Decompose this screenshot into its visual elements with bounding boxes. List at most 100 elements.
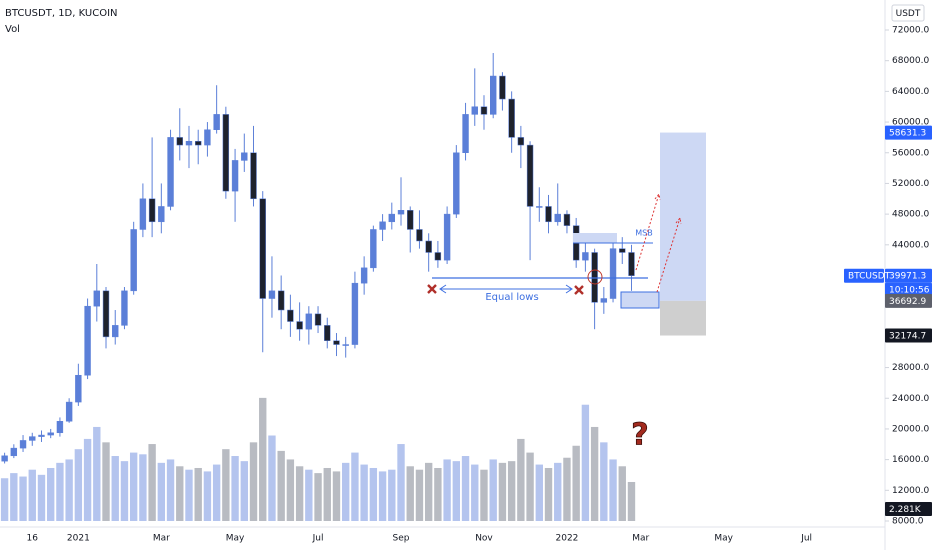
candle-body	[370, 229, 377, 269]
candle-body	[314, 313, 322, 326]
y-tick-label: 72000.0	[892, 26, 929, 36]
candle-body	[471, 106, 478, 115]
price-tag-label: 39971.3	[889, 272, 926, 282]
volume-bar	[498, 462, 507, 521]
volume-bar	[480, 469, 488, 521]
volume-bar	[268, 435, 276, 521]
arrow-heads	[439, 284, 573, 294]
candle-body	[102, 290, 110, 338]
volume-bar	[378, 471, 387, 521]
candle-body	[305, 313, 313, 330]
candle-body	[609, 248, 617, 299]
entry-box	[620, 291, 660, 309]
volume-bar	[305, 469, 313, 521]
loss-zone	[660, 300, 706, 336]
x-tick-label: Mar	[153, 534, 170, 544]
candle-body	[139, 198, 147, 230]
candle-body	[112, 325, 119, 338]
candle-body	[10, 447, 18, 457]
volume-bar	[618, 466, 626, 521]
question-mark: ?	[631, 418, 648, 453]
x-tick-label: Nov	[475, 534, 493, 544]
volume-bar	[157, 462, 166, 521]
candle-body	[167, 137, 174, 207]
candle-body	[204, 129, 211, 146]
volume-bar	[240, 461, 248, 521]
candle-body	[490, 75, 497, 115]
volume-bar	[563, 457, 571, 521]
volume-bar	[139, 454, 147, 521]
volume-bar	[517, 438, 525, 521]
price-tag-label: 36692.9	[889, 297, 926, 307]
volume-bar	[332, 471, 341, 521]
drawings: Equal lows MSB ?	[427, 192, 682, 453]
x-tick-label: 2021	[67, 534, 90, 544]
profit-zone	[660, 132, 706, 301]
candle-body	[499, 75, 506, 100]
y-tick-label: 64000.0	[892, 87, 929, 97]
candle-body	[148, 198, 156, 223]
volume-bar	[212, 464, 221, 521]
candle-body	[360, 267, 368, 284]
volume-bar	[388, 469, 396, 521]
volume-bar	[526, 452, 534, 521]
volume-bar	[65, 459, 73, 521]
x-tick-label: 2022	[556, 534, 579, 544]
candle-body	[176, 137, 183, 146]
candle-body	[619, 248, 626, 253]
candle-body	[268, 290, 276, 299]
candle-body	[75, 374, 82, 403]
x-tick-label: May	[714, 534, 733, 544]
volume-bar	[194, 467, 202, 521]
volume-bar	[471, 464, 479, 521]
candle-body	[443, 213, 451, 261]
price-tag	[885, 282, 932, 297]
price-tag	[885, 268, 932, 283]
candle-body	[65, 401, 73, 422]
volume-bar	[360, 464, 368, 521]
candle-body	[517, 137, 525, 146]
volume-bar	[249, 442, 258, 521]
candle-body	[130, 229, 137, 292]
candle-body	[277, 290, 285, 311]
candle-body	[453, 152, 460, 215]
title: BTCUSDT, 1D, KUCOIN	[5, 8, 118, 19]
candle-body	[563, 213, 571, 226]
currency: USDT	[896, 9, 921, 19]
y-tick-label: 60000.0	[892, 118, 929, 128]
candle-body	[536, 206, 543, 208]
candle-body	[388, 213, 395, 223]
candle-body	[185, 140, 193, 146]
volume-bar	[74, 449, 83, 521]
volume-bar	[415, 469, 424, 521]
candle-body	[121, 290, 128, 326]
circle-marker	[587, 269, 603, 285]
y-tick-label: 8000.0	[892, 517, 924, 527]
y-tick-label: 20000.0	[892, 424, 929, 434]
volume-bar	[185, 469, 193, 521]
candle-body	[213, 114, 220, 130]
candle-body	[554, 213, 561, 223]
volume-bar	[489, 459, 497, 521]
price-tag-label: 10:10:56	[889, 286, 930, 296]
volume-bar	[314, 473, 322, 521]
candle-body	[250, 152, 257, 200]
candle-body	[93, 290, 100, 307]
x-tick-label: Jul	[312, 534, 324, 544]
candle-body	[480, 106, 488, 115]
price-tag-label: BTCUSDT	[848, 272, 891, 282]
volume-bar	[424, 462, 433, 521]
price-tag-label: 2.281K	[889, 505, 922, 515]
price-tag	[885, 125, 932, 140]
price-tag	[885, 502, 932, 516]
candle-body	[379, 221, 386, 230]
candle-body	[296, 321, 303, 330]
x-tick-label: 16	[27, 534, 39, 544]
candle-body	[600, 298, 608, 303]
x-tick-label: May	[226, 534, 245, 544]
y-tick-label: 44000.0	[892, 240, 929, 250]
price-tag	[844, 268, 884, 283]
candle-body	[47, 432, 54, 436]
volume-bar	[461, 456, 470, 521]
